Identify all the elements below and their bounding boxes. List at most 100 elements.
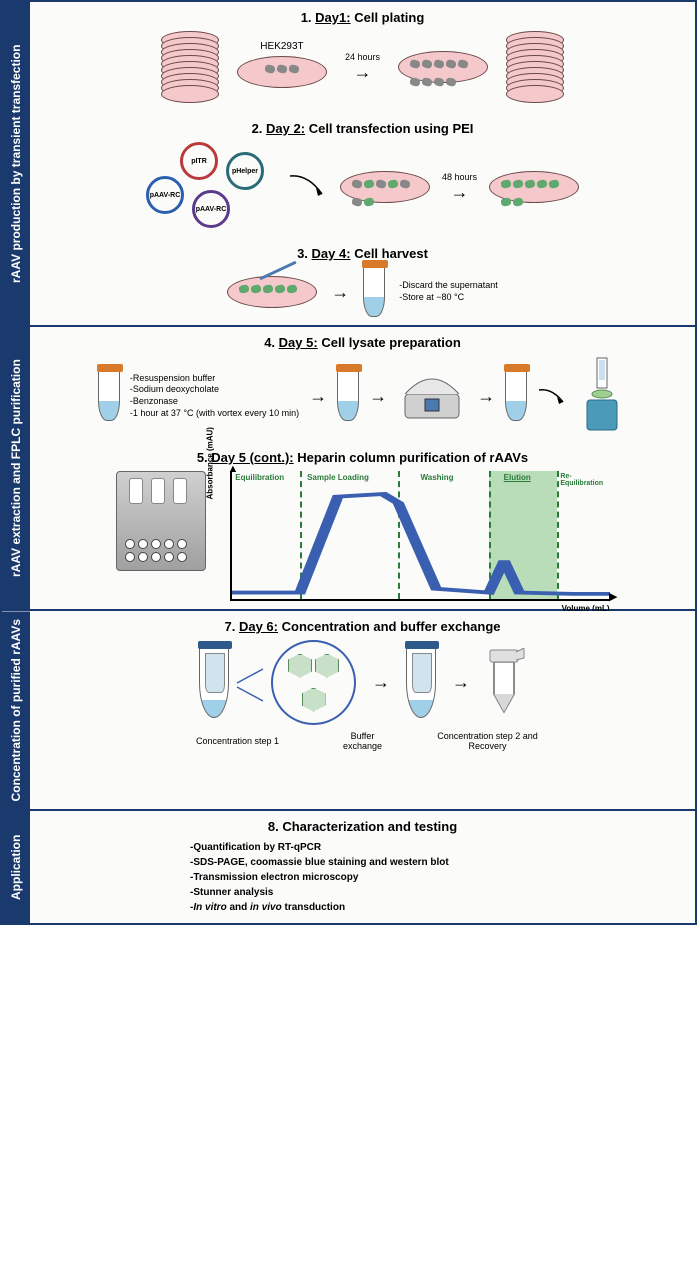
step8-name: Characterization and testing bbox=[282, 819, 457, 834]
char-item: -Quantification by RT-qPCR bbox=[190, 840, 685, 855]
step4-num: 4. bbox=[264, 335, 275, 350]
step1-graphics: HEK293T 24 hours → bbox=[40, 31, 685, 103]
step3-title: 3. Day 4: Cell harvest bbox=[40, 246, 685, 261]
syringe-filter-icon bbox=[577, 356, 627, 436]
step8-title: 8. Characterization and testing bbox=[40, 819, 685, 834]
plasmid-phelper-icon: pHelper bbox=[226, 152, 264, 190]
step7-name: Concentration and buffer exchange bbox=[282, 619, 501, 634]
step3-name: Cell harvest bbox=[354, 246, 428, 261]
conc-label1: Concentration step 1 bbox=[183, 736, 293, 746]
step4-graphics: -Resuspension buffer -Sodium deoxycholat… bbox=[40, 356, 685, 436]
step2-title: 2. Day 2: Cell transfection using PEI bbox=[40, 121, 685, 136]
step2-day: Day 2: bbox=[266, 121, 305, 136]
step1-num: 1. bbox=[301, 10, 312, 25]
section-production: rAAV production by transient transfectio… bbox=[2, 2, 695, 327]
note-line: -Discard the supernatant bbox=[399, 280, 498, 292]
dish-confluent-icon bbox=[398, 51, 488, 83]
scraper-icon bbox=[259, 261, 297, 281]
zoom-line-icon bbox=[235, 663, 265, 703]
arrow-icon: → bbox=[477, 386, 495, 407]
content-application: 8. Characterization and testing -Quantif… bbox=[30, 811, 695, 923]
dish-stack-right-icon bbox=[506, 31, 564, 103]
filter-tube2-icon bbox=[406, 648, 436, 718]
arrow-icon: → bbox=[331, 282, 349, 303]
step2-name: Cell transfection using PEI bbox=[309, 121, 474, 136]
char-item: -In vitro and in vivo transduction bbox=[190, 900, 685, 915]
step3-notes: -Discard the supernatant -Store at −80 °… bbox=[399, 280, 498, 303]
section-concentration: Concentration of purified rAAVs 7. Day 6… bbox=[2, 611, 695, 811]
dish-sparse-icon bbox=[237, 56, 327, 88]
arrow-icon: → bbox=[369, 386, 387, 407]
step7-num: 7. bbox=[225, 619, 236, 634]
step7-day: Day 6: bbox=[239, 619, 278, 634]
step5-day: Day 5 (cont.): bbox=[211, 450, 293, 465]
tube-cleared-icon bbox=[505, 371, 527, 421]
arrow-icon: → bbox=[345, 62, 380, 83]
step5-name: Heparin column purification of rAAVs bbox=[297, 450, 528, 465]
workflow-diagram: rAAV production by transient transfectio… bbox=[0, 0, 697, 925]
sidebar-concentration: Concentration of purified rAAVs bbox=[2, 611, 30, 809]
note-line: -Benzonase bbox=[130, 396, 299, 408]
step4-name: Cell lysate preparation bbox=[321, 335, 460, 350]
tube-lysate1-icon bbox=[98, 371, 120, 421]
content-concentration: 7. Day 6: Concentration and buffer excha… bbox=[30, 611, 695, 809]
step4-notes: -Resuspension buffer -Sodium deoxycholat… bbox=[130, 373, 299, 420]
step3-day: Day 4: bbox=[312, 246, 351, 261]
fplc-instrument-icon bbox=[116, 471, 206, 571]
char-item: -Stunner analysis bbox=[190, 885, 685, 900]
plasmid-cluster: pITR pHelper pAAV-RC pAAV-RC bbox=[146, 142, 276, 232]
step7-graphics: → → bbox=[40, 640, 685, 725]
virus-zoom-icon bbox=[271, 640, 356, 725]
step7-labels: Concentration step 1 Buffer exchange Con… bbox=[40, 731, 685, 751]
arrow-48h: 48 hours → bbox=[442, 172, 477, 203]
note-line: -Store at −80 °C bbox=[399, 292, 498, 304]
content-extraction: 4. Day 5: Cell lysate preparation -Resus… bbox=[30, 327, 695, 609]
dish-post48-icon bbox=[489, 171, 579, 203]
curved-arrow-icon bbox=[537, 386, 567, 406]
step1-day: Day1: bbox=[315, 10, 350, 25]
conc-label3: Concentration step 2 and Recovery bbox=[433, 731, 543, 751]
sidebar-production: rAAV production by transient transfectio… bbox=[2, 2, 30, 325]
section-application: Application 8. Characterization and test… bbox=[2, 811, 695, 923]
plasmid-paavrc2-icon: pAAV-RC bbox=[192, 190, 230, 228]
plasmid-paavrc1-icon: pAAV-RC bbox=[146, 176, 184, 214]
tube-lysate2-icon bbox=[337, 371, 359, 421]
step5-title: 5. Day 5 (cont.): Heparin column purific… bbox=[40, 450, 685, 465]
fplc-chromatogram: Equilibration Sample Loading Washing Elu… bbox=[230, 471, 610, 601]
char-item: -SDS-PAGE, coomassie blue staining and w… bbox=[190, 855, 685, 870]
plasmid-pitr-icon: pITR bbox=[180, 142, 218, 180]
step1-name: Cell plating bbox=[354, 10, 424, 25]
curved-arrow-icon bbox=[288, 172, 328, 202]
chromatogram-curve bbox=[232, 494, 610, 594]
step5-graphics: Equilibration Sample Loading Washing Elu… bbox=[40, 471, 685, 601]
char-item: -Transmission electron microscopy bbox=[190, 870, 685, 885]
centrifuge-icon bbox=[397, 369, 467, 424]
incubation-48h: 48 hours bbox=[442, 172, 477, 182]
cell-line-label: HEK293T bbox=[237, 41, 327, 52]
step2-graphics: pITR pHelper pAAV-RC pAAV-RC 48 hours → bbox=[40, 142, 685, 232]
arrow-24h: 24 hours → bbox=[345, 52, 380, 83]
section-extraction: rAAV extraction and FPLC purification 4.… bbox=[2, 327, 695, 611]
filter-tube1-icon bbox=[199, 648, 229, 718]
incubation-24h: 24 hours bbox=[345, 52, 380, 62]
tube-harvest-icon bbox=[363, 267, 385, 317]
arrow-icon: → bbox=[309, 386, 327, 407]
step4-title: 4. Day 5: Cell lysate preparation bbox=[40, 335, 685, 350]
conc-label2: Buffer exchange bbox=[333, 731, 393, 751]
sparse-dish-group: HEK293T bbox=[237, 41, 327, 93]
dish-transfected-icon bbox=[340, 171, 430, 203]
arrow-icon: → bbox=[442, 182, 477, 203]
step7-title: 7. Day 6: Concentration and buffer excha… bbox=[40, 619, 685, 634]
note-line: -1 hour at 37 °C (with vortex every 10 m… bbox=[130, 408, 299, 420]
arrow-icon: → bbox=[452, 672, 470, 693]
sidebar-application: Application bbox=[2, 811, 30, 923]
note-line: -Sodium deoxycholate bbox=[130, 384, 299, 396]
arrow-icon: → bbox=[372, 672, 390, 693]
dish-harvest-icon bbox=[227, 276, 317, 308]
y-axis-label: Absorbance (mAU) bbox=[205, 427, 214, 499]
dish-stack-left-icon bbox=[161, 31, 219, 103]
note-line: -Resuspension buffer bbox=[130, 373, 299, 385]
step1-title: 1. Day1: Cell plating bbox=[40, 10, 685, 25]
step2-num: 2. bbox=[252, 121, 263, 136]
step4-day: Day 5: bbox=[279, 335, 318, 350]
